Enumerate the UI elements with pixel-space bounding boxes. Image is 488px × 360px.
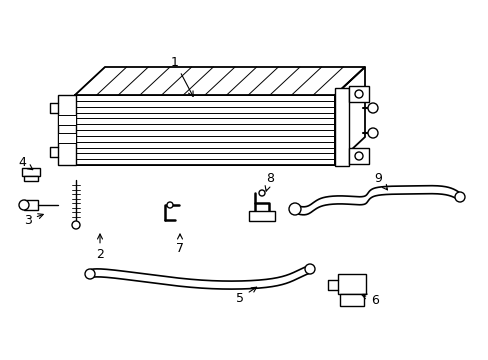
Circle shape	[72, 221, 80, 229]
Bar	[58, 115, 76, 125]
Text: 3: 3	[24, 213, 43, 226]
Text: 2: 2	[96, 234, 104, 261]
Text: 7: 7	[176, 234, 183, 255]
Bar	[348, 86, 368, 102]
Bar	[348, 148, 368, 164]
Circle shape	[259, 190, 264, 196]
Text: 4: 4	[18, 156, 33, 170]
Bar	[334, 88, 348, 166]
Text: 9: 9	[373, 171, 386, 190]
Circle shape	[288, 203, 301, 215]
Circle shape	[454, 192, 464, 202]
Polygon shape	[75, 67, 364, 95]
Bar	[22, 168, 40, 176]
Circle shape	[367, 128, 377, 138]
Circle shape	[19, 200, 29, 210]
Bar	[337, 274, 365, 294]
Text: 5: 5	[236, 287, 256, 305]
Bar	[75, 95, 334, 165]
Bar	[58, 95, 76, 165]
Circle shape	[167, 202, 173, 208]
Bar	[339, 294, 363, 306]
Polygon shape	[334, 67, 364, 165]
Text: 6: 6	[361, 293, 378, 306]
Circle shape	[354, 90, 362, 98]
Circle shape	[85, 269, 95, 279]
Bar	[248, 211, 274, 221]
Bar	[58, 133, 76, 143]
Text: 1: 1	[171, 55, 193, 96]
Bar	[24, 200, 38, 210]
Circle shape	[305, 264, 314, 274]
Circle shape	[367, 103, 377, 113]
Circle shape	[354, 152, 362, 160]
Bar	[24, 176, 38, 181]
Text: 8: 8	[264, 171, 273, 191]
